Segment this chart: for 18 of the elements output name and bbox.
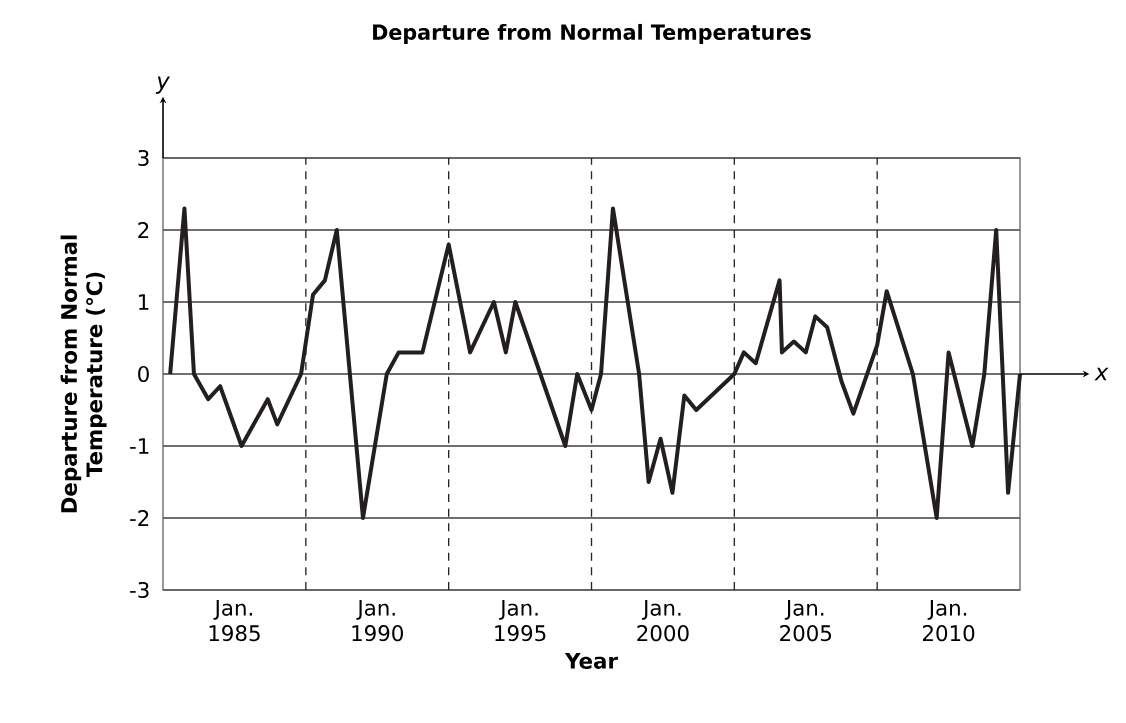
x-tick-label: Jan. 1985 [209, 600, 260, 642]
x-tick-label: Jan. 2005 [780, 600, 832, 642]
y-tick-label: 3 [138, 149, 149, 167]
y-tick-label: 1 [139, 294, 149, 310]
y-tick-label: -1 [130, 438, 149, 454]
x-tick-label: Jan. 1990 [352, 600, 403, 642]
y-tick-label: -3 [130, 581, 149, 599]
chart-title: Departure from Normal Temperatures [373, 23, 811, 44]
x-tick-label: Jan. 1995 [495, 600, 546, 642]
y-axis-title: Departure from Normal Temperature (°C) [60, 235, 107, 513]
y-tick-label: 2 [138, 222, 149, 238]
y-tick-label: -2 [130, 510, 149, 526]
text: y [155, 76, 170, 94]
x-axis-title: Year [564, 653, 618, 669]
x-tick-label: Jan. 2010 [923, 600, 975, 642]
x-tick-label: Jan. 2000 [637, 600, 689, 642]
text: x [1094, 367, 1109, 381]
y-tick-label: 0 [138, 365, 149, 383]
